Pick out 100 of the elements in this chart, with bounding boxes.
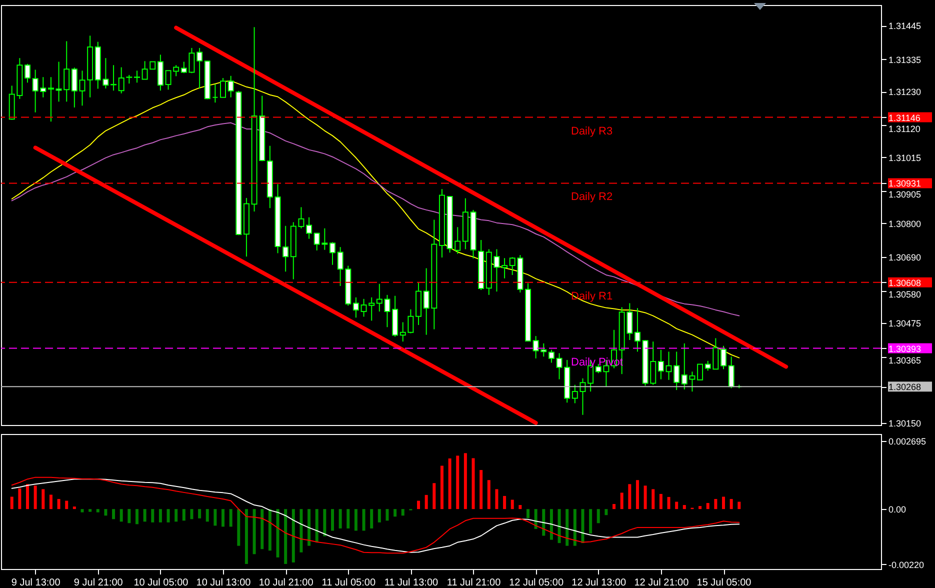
y-tick-label: 0.002695	[888, 436, 926, 447]
bar	[518, 505, 522, 510]
bar	[151, 509, 154, 522]
y-tick-label: 1.31445	[888, 21, 922, 32]
y-tick-label: 1.31015	[888, 152, 922, 163]
bar	[354, 509, 358, 531]
bar	[26, 484, 30, 510]
bar	[229, 509, 232, 527]
x-tick-label: 11 Jul 21:00	[446, 578, 502, 588]
bar	[652, 489, 655, 510]
line-series	[11, 122, 740, 316]
bar	[65, 500, 68, 510]
bar	[190, 509, 194, 520]
bar	[370, 509, 374, 528]
bar	[206, 509, 209, 522]
y-tick-label: 1.31335	[888, 54, 922, 65]
bar	[338, 509, 342, 528]
y-tick-label: 1.31146	[888, 112, 920, 123]
bar	[417, 500, 420, 510]
ref-line-label: Daily R2	[571, 191, 613, 204]
candlestick	[720, 345, 727, 370]
y-tick-label: 1.30905	[888, 190, 922, 200]
bar	[143, 509, 146, 522]
bar	[346, 509, 350, 528]
x-tick-label: 12 Jul 21:00	[634, 578, 690, 588]
bar	[636, 480, 639, 510]
bar	[158, 509, 162, 522]
candlestick	[352, 296, 359, 318]
bar	[604, 509, 608, 516]
candlestick	[212, 84, 218, 104]
bar	[440, 466, 444, 510]
candlestick	[196, 47, 203, 89]
y-tick-label: 1.30690	[888, 252, 922, 263]
bar	[34, 486, 37, 510]
bar	[112, 509, 116, 520]
bar	[667, 496, 670, 510]
bar	[315, 509, 318, 542]
bar	[495, 489, 498, 510]
x-tick-label: 11 Jul 13:00	[384, 578, 439, 588]
bar	[96, 509, 100, 512]
y-tick-label: 1.30365	[888, 355, 922, 366]
bar	[730, 498, 733, 510]
candlestick	[24, 63, 31, 84]
bar	[472, 458, 475, 510]
bar	[401, 509, 404, 516]
bar	[424, 494, 428, 510]
candlestick	[658, 349, 664, 380]
bar	[198, 509, 202, 518]
bar	[550, 509, 553, 540]
bar	[378, 509, 381, 522]
bar	[566, 509, 569, 546]
bar	[386, 509, 389, 521]
candlestick	[157, 54, 164, 92]
bar	[42, 489, 45, 510]
bar	[323, 509, 326, 536]
bar	[260, 509, 264, 550]
y-tick-label: 1.30931	[888, 178, 922, 189]
bar	[120, 509, 123, 522]
bar	[432, 483, 436, 510]
candlestick	[110, 64, 117, 92]
bar	[244, 509, 248, 564]
bar	[620, 492, 624, 510]
candlestick	[548, 349, 554, 364]
bar	[573, 509, 576, 546]
candlestick	[728, 356, 734, 389]
bar	[612, 504, 616, 510]
bar	[698, 506, 702, 510]
bar	[464, 453, 467, 510]
bar	[330, 509, 334, 531]
x-tick-label: 12 Jul 13:00	[572, 578, 627, 588]
candlestick	[306, 216, 312, 240]
bar	[480, 470, 483, 510]
bar	[362, 509, 366, 531]
bar	[675, 502, 678, 510]
bar	[682, 505, 686, 510]
bar	[174, 509, 178, 522]
bar	[558, 509, 561, 544]
bar	[706, 503, 710, 510]
candlestick	[329, 242, 336, 266]
bar	[738, 502, 741, 510]
bar	[722, 496, 726, 510]
x-tick-label: 10 Jul 05:00	[134, 578, 189, 588]
y-tick-label: 1.30608	[888, 278, 922, 288]
bar	[166, 509, 170, 522]
bar	[252, 509, 256, 554]
bar	[284, 509, 288, 564]
bar	[581, 509, 584, 544]
bar	[268, 509, 272, 551]
x-tick-label: 9 Jul 13:00	[11, 578, 61, 588]
bar	[10, 496, 14, 510]
candlestick	[48, 76, 54, 122]
bar	[628, 484, 632, 510]
candlestick	[634, 308, 640, 352]
ref-line-label: Daily R3	[571, 125, 613, 138]
bar	[394, 509, 397, 517]
bar	[308, 509, 311, 546]
bar	[222, 509, 225, 527]
bar	[714, 498, 718, 510]
bar	[510, 500, 514, 510]
bar	[276, 509, 280, 558]
